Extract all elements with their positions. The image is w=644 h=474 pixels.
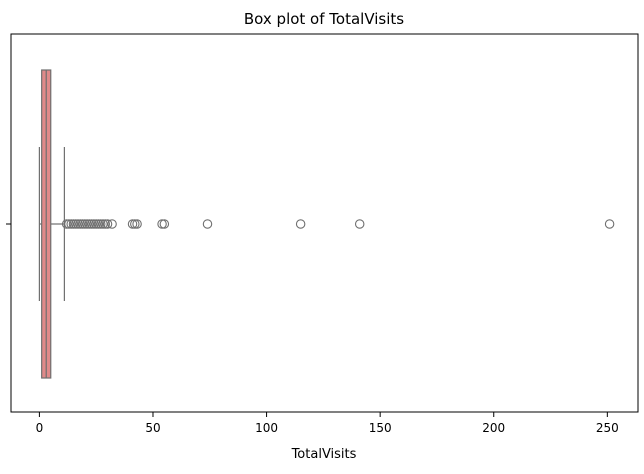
outlier-point bbox=[68, 219, 79, 229]
outlier-point bbox=[202, 219, 213, 229]
outlier-point bbox=[157, 219, 167, 229]
outlier-point bbox=[89, 219, 99, 229]
outlier-point bbox=[64, 219, 74, 229]
outlier-point bbox=[61, 219, 72, 229]
outlier-point bbox=[354, 219, 365, 229]
outlier-point bbox=[77, 219, 88, 229]
x-tick-label: 0 bbox=[36, 421, 44, 435]
outlier-point bbox=[84, 219, 95, 229]
outlier-point bbox=[70, 219, 81, 229]
chart-title: Box plot of TotalVisits bbox=[244, 10, 404, 28]
outlier-point bbox=[86, 219, 97, 229]
outlier-point bbox=[130, 219, 140, 229]
outlier-point bbox=[80, 219, 90, 229]
outlier-point bbox=[91, 219, 101, 229]
x-axis-label: TotalVisits bbox=[291, 447, 357, 462]
outlier-point bbox=[82, 219, 92, 229]
plot-frame bbox=[10, 33, 639, 413]
x-tick-label: 100 bbox=[255, 421, 278, 435]
x-tick-label: 250 bbox=[596, 421, 619, 435]
outlier-point bbox=[66, 219, 76, 229]
outlier-point bbox=[73, 219, 83, 229]
outlier-point bbox=[93, 219, 104, 229]
x-tick-label: 200 bbox=[482, 421, 505, 435]
outlier-point bbox=[132, 219, 142, 229]
outlier-point bbox=[75, 219, 86, 229]
outlier-point bbox=[100, 219, 111, 229]
plot-area bbox=[38, 69, 615, 379]
outlier-point bbox=[295, 219, 306, 229]
outlier-point bbox=[107, 219, 117, 229]
outlier-point bbox=[159, 219, 170, 229]
x-tick-label: 150 bbox=[369, 421, 392, 435]
outlier-point bbox=[604, 219, 615, 229]
outlier-point bbox=[102, 219, 113, 229]
outlier-point bbox=[95, 219, 106, 229]
outlier-point bbox=[98, 219, 108, 229]
outlier-point bbox=[127, 219, 138, 229]
x-tick-label: 50 bbox=[145, 421, 160, 435]
